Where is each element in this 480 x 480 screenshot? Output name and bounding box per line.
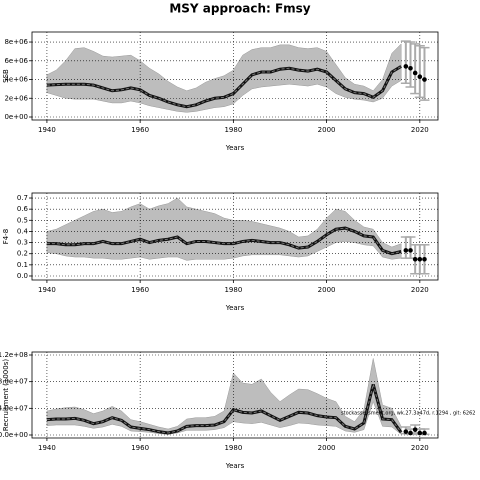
x-tick-label: 1960 <box>131 126 149 134</box>
estimate-line-dash <box>46 384 402 434</box>
confidence-band <box>46 43 402 113</box>
x-tick-label: 2000 <box>318 444 336 452</box>
x-tick-label: 2020 <box>411 286 429 294</box>
y-tick-label: 0.0 <box>17 272 28 280</box>
x-tick-label: 1940 <box>38 126 56 134</box>
forecast-point <box>412 70 418 76</box>
estimate-line-dash <box>46 227 402 255</box>
forecast-point <box>422 77 427 82</box>
x-tick-label: 1940 <box>38 286 56 294</box>
forecast-point <box>417 430 423 436</box>
y-axis-label: F4-8 <box>2 229 10 244</box>
y-tick-label: 0.1 <box>17 261 28 269</box>
forecast-point <box>403 64 409 69</box>
forecast-point <box>403 429 409 434</box>
x-tick-label: 2000 <box>318 126 336 134</box>
y-tick-label: 8.0e+07 <box>0 378 28 386</box>
x-tick-label: 1980 <box>224 444 242 452</box>
y-tick-label: 2e+06 <box>4 94 28 102</box>
y-tick-label: 6e+06 <box>4 57 28 65</box>
y-axis-label: SSB <box>2 69 10 83</box>
x-tick-label: 2020 <box>411 126 429 134</box>
forecast-point <box>417 256 423 262</box>
forecast-point <box>408 65 413 71</box>
forecast-point <box>412 256 418 262</box>
plot-frame <box>31 31 439 121</box>
x-tick-label: 1960 <box>131 444 149 452</box>
x-axis-label: Years <box>225 144 245 152</box>
forecast-point <box>408 430 413 436</box>
y-tick-label: 0e+00 <box>4 113 28 121</box>
forecast-point <box>422 256 427 262</box>
plot-frame <box>31 192 439 281</box>
y-tick-label: 1.2e+08 <box>0 351 28 359</box>
forecast-point <box>403 248 409 253</box>
plot-frame <box>31 351 439 439</box>
x-tick-label: 2020 <box>411 444 429 452</box>
y-tick-label: 0.7 <box>17 194 28 202</box>
forecast-point <box>408 248 413 253</box>
y-tick-label: 0.0e+00 <box>0 431 28 439</box>
x-tick-label: 1940 <box>38 444 56 452</box>
y-axis-label: Recruitment (1000s) <box>2 359 10 431</box>
x-axis-label: Years <box>225 304 245 312</box>
y-tick-label: 0.3 <box>17 239 28 247</box>
y-tick-label: 4e+06 <box>4 76 28 84</box>
y-tick-label: 8e+06 <box>4 38 28 46</box>
x-tick-label: 1980 <box>224 126 242 134</box>
chart-title: MSY approach: Fmsy <box>169 2 310 16</box>
x-tick-label: 1960 <box>131 286 149 294</box>
x-tick-label: 2000 <box>318 286 336 294</box>
x-axis-label: Years <box>225 462 245 470</box>
y-tick-label: 0.4 <box>17 227 29 235</box>
forecast-point <box>422 430 427 436</box>
annotation: stockassessment.org, wk.27.3a47d, r.1294… <box>341 411 475 417</box>
estimate-line-dash <box>46 65 402 108</box>
y-tick-label: 0.5 <box>17 216 28 224</box>
y-tick-label: 0.6 <box>17 205 29 213</box>
forecast-point <box>412 427 418 432</box>
forecast-point <box>417 74 423 80</box>
x-tick-label: 1980 <box>224 286 242 294</box>
y-tick-label: 4.0e+07 <box>0 404 28 412</box>
y-tick-label: 0.2 <box>17 250 28 258</box>
